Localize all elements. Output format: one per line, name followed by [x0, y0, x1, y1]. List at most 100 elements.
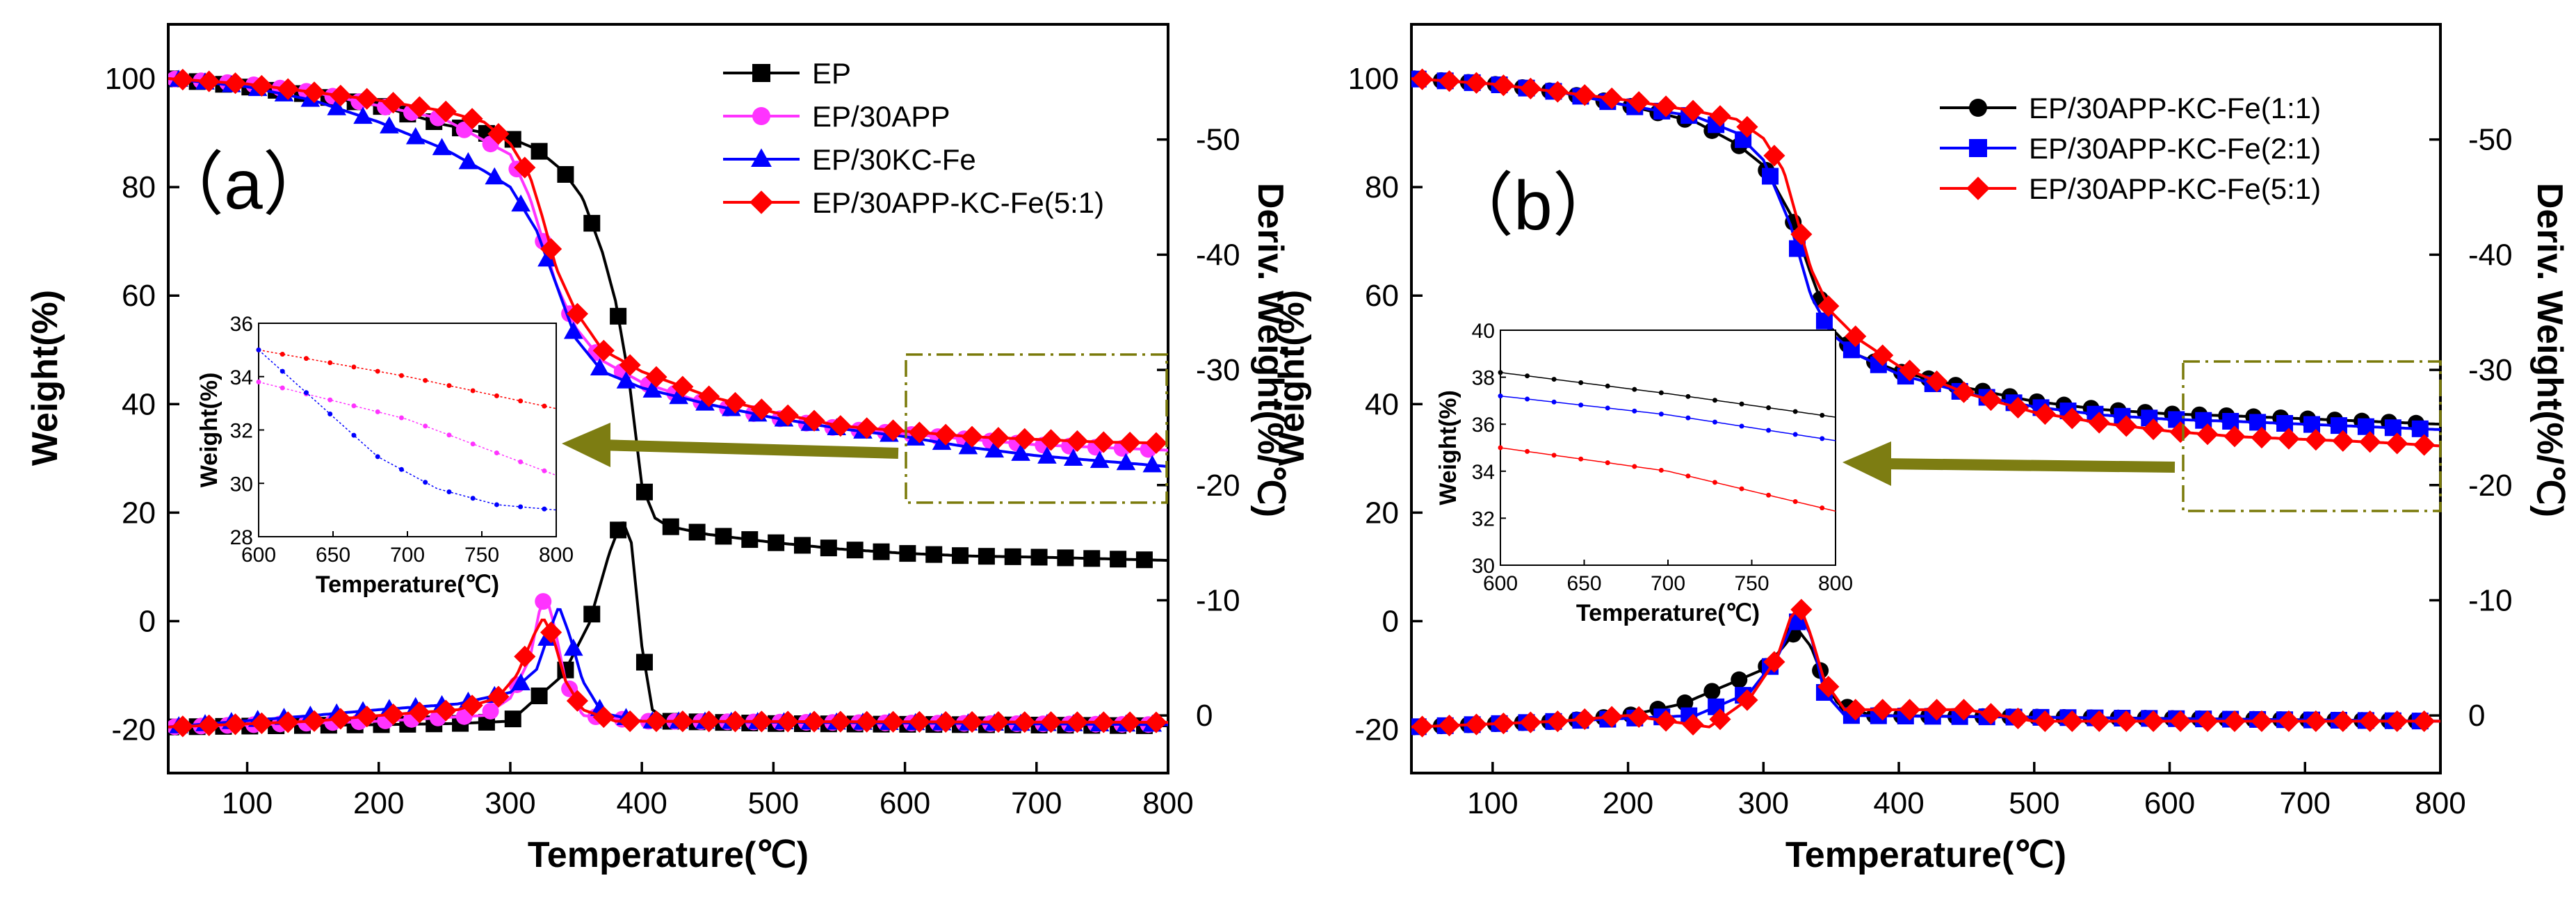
- inset-y-tick-label: 38: [1472, 367, 1495, 390]
- dtg-marker-2: [1655, 710, 1677, 732]
- inset-marker-2: [1632, 464, 1637, 469]
- dtg-marker-3: [1145, 711, 1167, 733]
- inset-marker-0: [1712, 398, 1717, 403]
- inset-frame: [1500, 330, 1836, 566]
- tga-marker-2: [1465, 72, 1488, 94]
- inset-marker-2: [375, 454, 380, 460]
- inset-marker-1: [423, 423, 428, 429]
- legend-marker-2: [1966, 177, 1990, 200]
- zoom-box: [905, 353, 1168, 504]
- y-tick-label: 80: [122, 170, 156, 204]
- inset-marker-0: [1498, 370, 1503, 375]
- dtg-marker-2: [563, 638, 583, 656]
- tga-marker-3: [1040, 429, 1062, 451]
- tga-marker-2: [1682, 99, 1704, 122]
- inset-marker-1: [327, 397, 333, 403]
- tga-marker-2: [2278, 428, 2300, 450]
- x-axis-title: Temperature(℃): [528, 835, 809, 875]
- tga-marker-0: [768, 534, 785, 551]
- inset-marker-0: [1766, 405, 1772, 411]
- x-tick-label: 300: [485, 786, 535, 820]
- y-tick-label: 100: [1348, 62, 1399, 96]
- tga-marker-3: [961, 425, 983, 448]
- inset-marker-2: [1498, 445, 1503, 450]
- inset-marker-2: [327, 411, 333, 416]
- inset-marker-2: [1739, 486, 1744, 491]
- legend-marker-1: [1969, 139, 1987, 157]
- tga-marker-3: [724, 391, 747, 414]
- inset-marker-2: [398, 466, 404, 472]
- dtg-marker-3: [250, 712, 273, 734]
- dtg-marker-3: [750, 710, 772, 733]
- dtg-marker-0: [504, 710, 521, 728]
- tga-marker-0: [1135, 551, 1153, 569]
- tga-marker-3: [330, 84, 352, 107]
- dtg-marker-2: [1925, 699, 1948, 721]
- inset-marker-2: [351, 432, 357, 438]
- dtg-marker-3: [987, 710, 1010, 733]
- tga-marker-0: [610, 307, 627, 325]
- inset-marker-2: [1792, 498, 1798, 504]
- tga-marker-2: [1438, 70, 1461, 92]
- inset-marker-0: [303, 356, 309, 361]
- x-tick-label: 500: [2009, 786, 2059, 820]
- inset-marker-0: [470, 388, 476, 393]
- inset-y-tick-label: 34: [230, 366, 253, 389]
- tga-marker-2: [1979, 389, 2002, 412]
- tga-marker-2: [2251, 426, 2273, 449]
- x-tick-label: 800: [2415, 786, 2465, 820]
- inset-x-tick-label: 600: [241, 544, 276, 567]
- inset-marker-0: [280, 352, 285, 357]
- dtg-marker-2: [1492, 713, 1515, 735]
- dtg-line-1: [168, 596, 1168, 729]
- tga-marker-2: [380, 116, 399, 133]
- plot-frame: [1410, 23, 2442, 774]
- tga-marker-2: [669, 387, 688, 405]
- inset-frame: [258, 323, 557, 537]
- inset-marker-1: [470, 441, 476, 447]
- tga-marker-2: [537, 249, 557, 267]
- tga-marker-3: [829, 415, 852, 437]
- y-tick-label: 60: [1365, 279, 1399, 313]
- tga-marker-1: [2303, 416, 2320, 433]
- inset-marker-0: [375, 368, 380, 374]
- dtg-marker-2: [2115, 710, 2137, 733]
- tga-marker-2: [2034, 403, 2056, 425]
- y-tick-label: 20: [1365, 496, 1399, 530]
- inset-x-axis-title: Temperature(℃): [316, 571, 499, 598]
- tga-marker-0: [978, 548, 995, 565]
- tga-marker-3: [1145, 432, 1167, 454]
- dtg-marker-3: [540, 621, 562, 644]
- dtg-marker-3: [303, 710, 325, 732]
- inset-marker-2: [1712, 480, 1717, 485]
- tga-marker-1: [2276, 415, 2294, 432]
- inset-x-tick-label: 800: [539, 544, 574, 567]
- tga-marker-3: [514, 156, 536, 179]
- inset-marker-2: [518, 504, 524, 510]
- y-axis-title: Weight(%): [1272, 290, 1312, 466]
- tga-marker-2: [2142, 418, 2164, 441]
- tga-marker-3: [934, 423, 957, 446]
- tga-marker-2: [485, 167, 505, 185]
- tga-marker-0: [1110, 551, 1127, 568]
- dtg-marker-2: [1845, 699, 1867, 721]
- x-tick-label: 400: [1873, 786, 1924, 820]
- inset-marker-2: [423, 480, 428, 485]
- tga-marker-3: [777, 404, 799, 426]
- dtg-marker-2: [2196, 710, 2219, 733]
- inset-marker-1: [256, 379, 261, 384]
- legend-label-1: EP/30APP-KC-Fe(2:1): [2029, 132, 2321, 165]
- y2-axis-title: Deriv. Weight(%/℃): [2529, 183, 2570, 517]
- inset-y-axis-title: Weight(%): [1435, 390, 1461, 505]
- tga-marker-3: [645, 366, 667, 388]
- y-tick-label: 0: [1382, 604, 1399, 638]
- tga-marker-0: [557, 165, 574, 183]
- dtg-marker-3: [1092, 711, 1115, 733]
- dtg-marker-3: [514, 645, 536, 667]
- inset-marker-0: [351, 364, 357, 370]
- tga-marker-2: [563, 321, 583, 339]
- inset-marker-0: [398, 373, 404, 378]
- tga-marker-2: [1519, 77, 1541, 100]
- inset-x-tick-label: 700: [390, 544, 425, 567]
- inset-marker-1: [1551, 399, 1557, 405]
